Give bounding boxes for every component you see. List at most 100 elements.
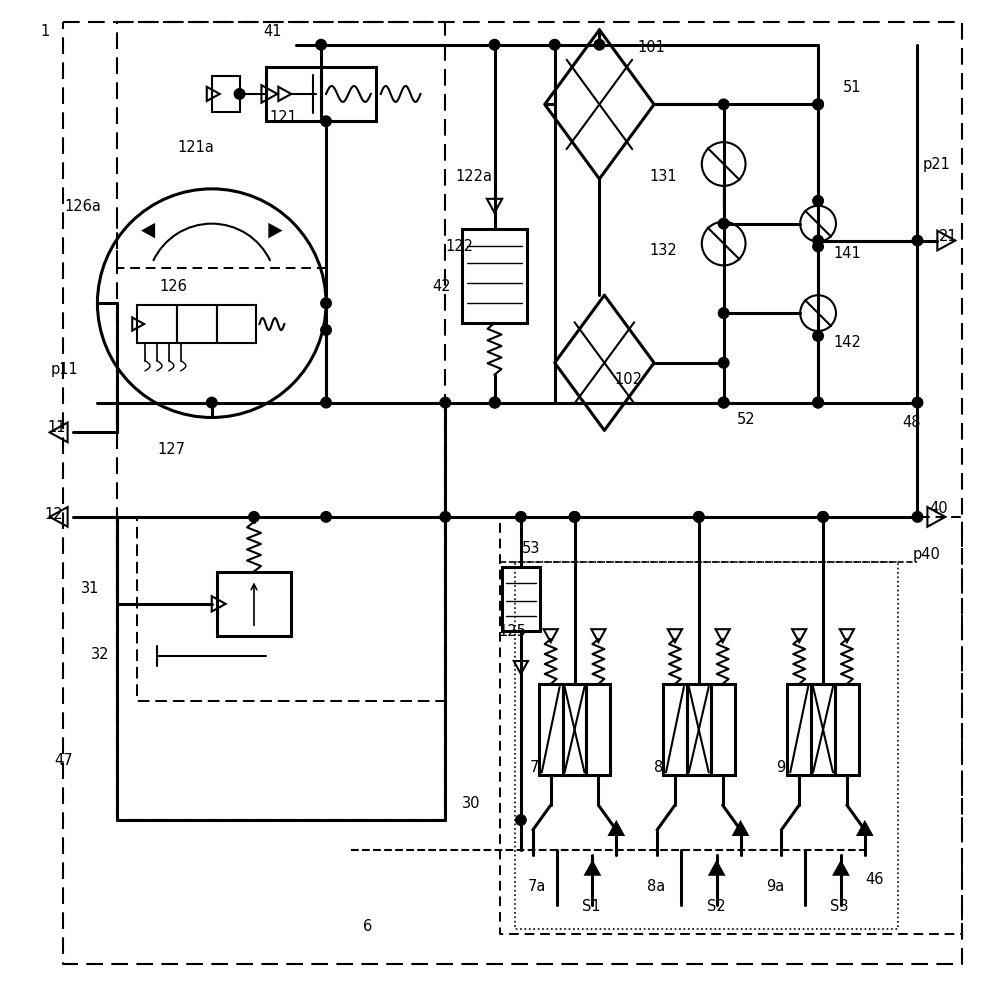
- Circle shape: [718, 357, 730, 369]
- Circle shape: [912, 397, 923, 409]
- Circle shape: [439, 511, 451, 523]
- Circle shape: [718, 397, 730, 409]
- Bar: [663, 684, 687, 775]
- Circle shape: [812, 235, 824, 247]
- Text: 51: 51: [843, 80, 861, 95]
- Bar: [212, 77, 240, 112]
- Text: 125: 125: [498, 623, 526, 639]
- Circle shape: [718, 218, 730, 230]
- Bar: [687, 684, 711, 775]
- Text: 31: 31: [81, 580, 99, 596]
- Text: 142: 142: [833, 335, 861, 351]
- Circle shape: [817, 511, 829, 523]
- Polygon shape: [269, 225, 280, 237]
- Text: 141: 141: [833, 246, 861, 261]
- Bar: [217, 572, 291, 636]
- Polygon shape: [733, 822, 748, 835]
- Text: 121a: 121a: [177, 139, 214, 155]
- Circle shape: [315, 39, 327, 51]
- Text: 127: 127: [157, 441, 185, 457]
- Text: p40: p40: [913, 547, 940, 563]
- Text: 30: 30: [462, 795, 481, 811]
- Polygon shape: [858, 822, 872, 835]
- Polygon shape: [609, 822, 623, 835]
- Circle shape: [320, 297, 332, 309]
- Bar: [266, 67, 321, 121]
- Circle shape: [812, 241, 824, 252]
- Circle shape: [693, 511, 705, 523]
- Text: S2: S2: [707, 899, 726, 914]
- Text: 53: 53: [522, 541, 540, 557]
- Bar: [539, 684, 563, 775]
- Polygon shape: [143, 225, 154, 237]
- Circle shape: [320, 511, 332, 523]
- Circle shape: [693, 511, 705, 523]
- Text: 8: 8: [654, 759, 663, 775]
- Text: 7a: 7a: [528, 879, 546, 895]
- Text: 32: 32: [90, 646, 109, 662]
- Text: 21: 21: [939, 229, 958, 245]
- Text: 102: 102: [614, 372, 642, 388]
- Circle shape: [320, 115, 332, 127]
- Text: S1: S1: [582, 899, 600, 914]
- Bar: [137, 305, 177, 343]
- Circle shape: [234, 88, 246, 100]
- Circle shape: [549, 39, 561, 51]
- Circle shape: [812, 98, 824, 110]
- Text: 46: 46: [866, 872, 884, 888]
- Circle shape: [718, 98, 730, 110]
- Circle shape: [439, 397, 451, 409]
- Text: 9: 9: [776, 759, 786, 775]
- Circle shape: [206, 397, 218, 409]
- Text: 126: 126: [159, 278, 187, 294]
- Text: 122: 122: [445, 239, 473, 254]
- Circle shape: [489, 397, 500, 409]
- Circle shape: [569, 511, 581, 523]
- Text: 40: 40: [929, 501, 948, 517]
- Text: 1: 1: [41, 24, 50, 40]
- Bar: [502, 567, 540, 631]
- Bar: [711, 684, 735, 775]
- Text: 48: 48: [903, 414, 921, 430]
- Circle shape: [515, 814, 527, 826]
- Bar: [586, 684, 610, 775]
- Text: 12: 12: [45, 507, 63, 523]
- Text: 126a: 126a: [65, 199, 102, 215]
- Circle shape: [812, 397, 824, 409]
- Polygon shape: [710, 862, 724, 875]
- Bar: [811, 684, 835, 775]
- Text: 42: 42: [432, 278, 451, 294]
- Polygon shape: [585, 862, 600, 875]
- Circle shape: [812, 98, 824, 110]
- Circle shape: [320, 397, 332, 409]
- Text: 7: 7: [530, 759, 539, 775]
- Text: p11: p11: [51, 362, 78, 378]
- Text: 121: 121: [269, 109, 297, 125]
- Text: 11: 11: [48, 419, 66, 435]
- Circle shape: [593, 39, 605, 51]
- Circle shape: [718, 307, 730, 319]
- Circle shape: [812, 330, 824, 342]
- Text: 6: 6: [363, 918, 372, 934]
- Text: 52: 52: [737, 412, 755, 427]
- Bar: [462, 229, 527, 323]
- Circle shape: [569, 511, 581, 523]
- Text: 122a: 122a: [455, 169, 492, 185]
- Text: S3: S3: [830, 899, 849, 914]
- Bar: [563, 684, 586, 775]
- Text: 9a: 9a: [766, 879, 785, 895]
- Bar: [177, 305, 217, 343]
- Text: 131: 131: [649, 169, 677, 185]
- Circle shape: [320, 324, 332, 336]
- Text: p21: p21: [922, 156, 950, 172]
- Circle shape: [515, 511, 527, 523]
- Circle shape: [817, 511, 829, 523]
- Circle shape: [718, 397, 730, 409]
- Text: 132: 132: [649, 243, 677, 258]
- Circle shape: [812, 195, 824, 207]
- Bar: [217, 305, 256, 343]
- Circle shape: [812, 397, 824, 409]
- Circle shape: [489, 397, 501, 409]
- Bar: [835, 684, 859, 775]
- Polygon shape: [834, 862, 848, 875]
